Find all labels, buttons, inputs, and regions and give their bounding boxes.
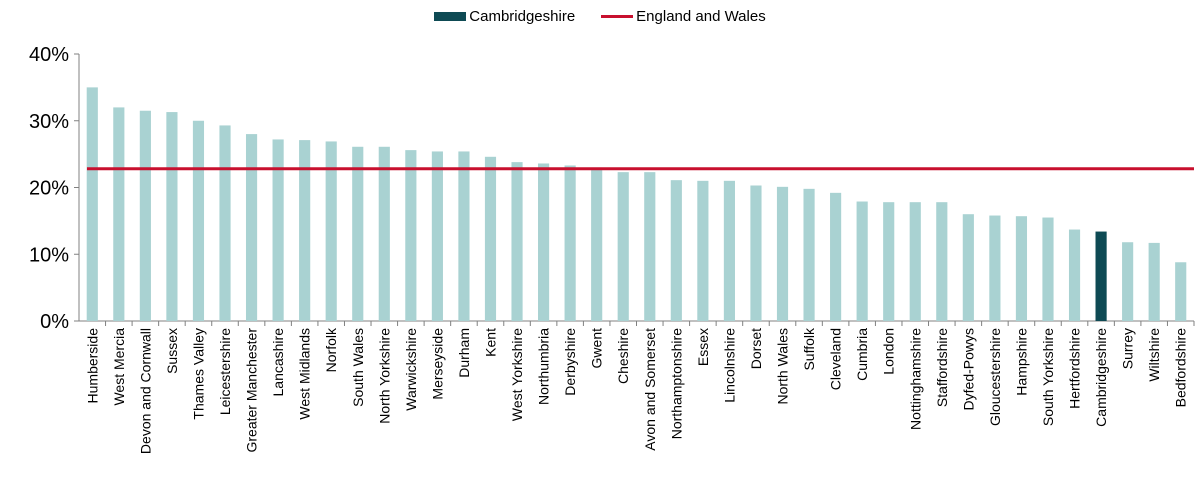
bar [1042, 217, 1054, 321]
x-tick-label: Gwent [589, 328, 605, 369]
bar [405, 150, 417, 321]
x-tick-label: Gloucestershire [987, 328, 1003, 426]
x-tick-label: West Yorkshire [509, 328, 525, 421]
x-tick-label: Staffordshire [934, 328, 950, 407]
bar [245, 134, 258, 321]
bar [352, 146, 364, 321]
x-tick-label: Avon and Somerset [642, 328, 658, 451]
bar [139, 110, 151, 321]
bar [511, 162, 523, 321]
x-tick-label: North Yorkshire [376, 328, 392, 424]
bar [617, 172, 629, 321]
bar [830, 192, 842, 321]
x-tick-label: South Yorkshire [1040, 328, 1056, 426]
x-tick-label: Hampshire [1013, 328, 1029, 396]
x-tick-label: Lancashire [270, 328, 286, 397]
bar [697, 180, 709, 321]
legend-swatch-bar [434, 12, 467, 21]
bar [564, 165, 576, 321]
x-tick-label: Hertfordshire [1067, 328, 1083, 409]
bar [591, 167, 603, 321]
x-tick-label: Derbyshire [562, 328, 578, 396]
x-tick-label: Kent [482, 328, 498, 357]
bar [803, 188, 815, 321]
x-tick-label: North Wales [775, 328, 791, 405]
x-tick-label: Suffolk [801, 327, 817, 371]
x-tick-label: Warwickshire [403, 328, 419, 411]
bar [272, 139, 284, 321]
x-tick-label: Nottinghamshire [907, 328, 923, 430]
legend-swatch-line [601, 15, 634, 18]
legend: Cambridgeshire England and Wales [0, 8, 1200, 25]
bar [113, 107, 125, 322]
bar [325, 141, 337, 321]
legend-label-england-wales: England and Wales [636, 8, 766, 25]
bar [776, 186, 789, 321]
x-tick-label: Dorset [748, 328, 764, 369]
x-tick-label: West Midlands [297, 328, 313, 420]
bar [750, 185, 762, 321]
bar [962, 214, 974, 321]
bar [1175, 262, 1187, 321]
bar [1068, 229, 1081, 321]
x-tick-label: West Mercia [111, 328, 127, 406]
y-tick-label: 20% [29, 178, 69, 200]
x-tick-label: Cumbria [854, 328, 870, 381]
x-tick-label: Lincolnshire [721, 328, 737, 403]
x-tick-label: Essex [695, 328, 711, 366]
x-tick-label: Devon and Cornwall [137, 328, 153, 454]
bar [538, 163, 550, 321]
bar [644, 172, 656, 321]
x-tick-label: Cambridgeshire [1093, 328, 1109, 427]
bar [378, 146, 390, 321]
x-tick-label: Humberside [84, 328, 100, 404]
bar [670, 180, 682, 321]
x-tick-label: Northamptonshire [668, 328, 684, 439]
y-tick-label: 10% [29, 244, 69, 266]
x-tick-label: Bedfordshire [1173, 328, 1189, 408]
y-tick-label: 40% [29, 44, 69, 66]
x-tick-label: Norfolk [323, 327, 339, 372]
bar [723, 180, 735, 321]
bar [484, 156, 497, 321]
legend-label-cambridgeshire: Cambridgeshire [469, 8, 576, 25]
x-tick-label: South Wales [350, 328, 366, 407]
bar [166, 112, 178, 321]
x-tick-label: Durham [456, 328, 472, 378]
x-tick-label: Cleveland [828, 328, 844, 390]
x-tick-label: Thames Valley [190, 328, 206, 420]
legend-item-cambridgeshire: Cambridgeshire [434, 8, 575, 25]
y-tick-label: 30% [29, 111, 69, 133]
legend-item-england-wales: England and Wales [601, 8, 766, 25]
x-tick-label: Merseyside [429, 328, 445, 400]
x-tick-label: Sussex [164, 328, 180, 374]
x-tick-label: London [881, 328, 897, 375]
bar [883, 202, 895, 321]
bar [909, 202, 921, 321]
x-tick-label: Wiltshire [1146, 328, 1162, 382]
x-tick-label: Greater Manchester [244, 328, 260, 453]
bar [192, 120, 205, 321]
bar [989, 215, 1001, 321]
bar [299, 140, 311, 321]
bar [86, 87, 98, 321]
bar [936, 202, 948, 321]
x-tick-label: Surrey [1120, 328, 1136, 369]
bar [1148, 242, 1160, 321]
bar [458, 151, 470, 321]
x-tick-label: Northumbria [536, 328, 552, 405]
x-tick-label: Dyfed-Powys [960, 328, 976, 410]
y-tick-label: 0% [40, 311, 69, 333]
x-tick-label: Cheshire [615, 328, 631, 384]
bar [1122, 242, 1134, 321]
bar [431, 151, 443, 321]
bar-highlight [1095, 231, 1107, 321]
bar [856, 201, 868, 321]
bar [1015, 216, 1028, 321]
x-tick-label: Leicestershire [217, 328, 233, 415]
bar [219, 125, 231, 321]
